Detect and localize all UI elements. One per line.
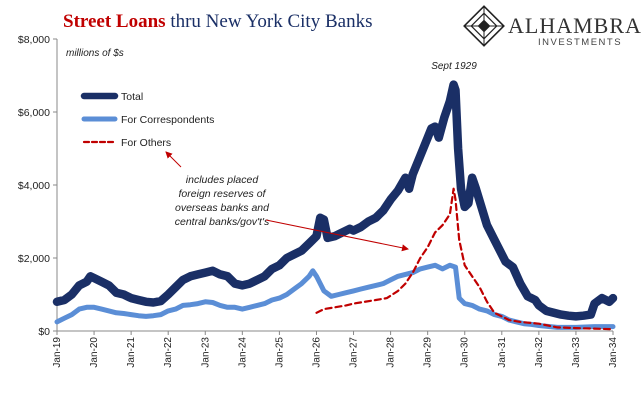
x-tick-label: Jan-19 — [52, 337, 63, 368]
axes: $0 $2,000 $4,000 $6,000 $8,000 Jan-19 Jan-20 Ja… — [18, 34, 619, 368]
y-tick-label: $0 — [38, 326, 50, 338]
series-line-for-correspondents — [54, 262, 616, 330]
x-tick-label: Jan-24 — [237, 337, 248, 368]
diamond-pattern-icon — [463, 5, 505, 47]
note-arrow-legend — [165, 151, 182, 168]
x-tick-label: Jan-33 — [571, 337, 582, 368]
legend-label: Total — [121, 91, 143, 103]
series-layer — [52, 80, 618, 331]
x-tick-label: Jan-21 — [126, 337, 137, 368]
x-tick-label: Jan-32 — [534, 337, 545, 368]
note-arrow-series — [265, 219, 409, 252]
x-tick-label: Jan-30 — [460, 337, 471, 368]
chart-title-blue: thru New York City Banks — [166, 11, 373, 32]
y-tick-label: $4,000 — [18, 180, 50, 192]
series-line-for-others — [315, 187, 615, 331]
alhambra-logo: ALHAMBRA INVESTMENTS — [463, 5, 642, 48]
note-line: foreign reserves of — [179, 188, 267, 200]
series-line-total — [52, 80, 618, 321]
x-tick-label: Jan-23 — [200, 337, 211, 368]
y-tick-label: $2,000 — [18, 253, 50, 265]
legend-label: For Others — [121, 137, 171, 149]
unit-label: millions of $s — [66, 48, 124, 59]
x-tick-label: Jan-20 — [89, 337, 100, 368]
legend: Total For Correspondents For Others — [80, 91, 214, 149]
note-line: includes placed — [186, 174, 260, 186]
annotations: Sept 1929 includes placed foreign reserves… — [165, 61, 477, 252]
logo-name: ALHAMBRA — [508, 13, 642, 38]
legend-label: For Correspondents — [121, 114, 214, 126]
chart-title: Street Loans thru New York City Banks — [63, 11, 372, 32]
note-line: central banks/gov't's — [175, 216, 270, 228]
logo-sub: INVESTMENTS — [538, 37, 622, 48]
x-tick-label: Jan-22 — [163, 337, 174, 368]
note-line: overseas banks and — [175, 202, 270, 214]
x-tick-label: Jan-27 — [349, 337, 360, 368]
x-tick-label: Jan-34 — [608, 337, 619, 368]
y-tick-label: $8,000 — [18, 34, 50, 46]
x-tick-label: Jan-25 — [274, 337, 285, 368]
x-tick-label: Jan-26 — [311, 337, 322, 368]
x-tick-label: Jan-28 — [386, 337, 397, 368]
x-tick-label: Jan-29 — [423, 337, 434, 368]
y-tick-label: $6,000 — [18, 107, 50, 119]
chart-title-red: Street Loans — [63, 11, 166, 32]
x-tick-label: Jan-31 — [497, 337, 508, 368]
peak-annotation: Sept 1929 — [431, 61, 477, 72]
